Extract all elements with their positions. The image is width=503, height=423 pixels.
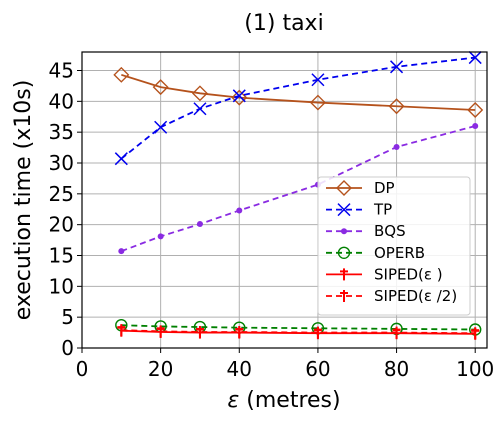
- chart-title: (1) taxi: [244, 11, 323, 36]
- legend-item: OPERB: [326, 244, 425, 262]
- data-point: [341, 228, 347, 235]
- y-axis: 0 5 10 15 20 25 30 35 40 45: [49, 59, 82, 360]
- data-point-stroke: [311, 73, 325, 87]
- data-point: [236, 207, 243, 214]
- data-point-stroke: [232, 89, 246, 103]
- x-tick-label: 0: [76, 357, 89, 381]
- data-point: [117, 324, 126, 337]
- series-line: [121, 324, 476, 331]
- data-point: [471, 327, 480, 340]
- legend-item: BQS: [326, 222, 406, 240]
- legend-item: SIPED(ε /2): [326, 287, 457, 305]
- plot-frame: [81, 51, 488, 349]
- legend-item: DP: [326, 179, 395, 197]
- data-point: [154, 120, 168, 134]
- x-axis: 0 20 40 60 80 100: [76, 348, 494, 381]
- data-point: [156, 325, 165, 338]
- series-line: [121, 73, 476, 111]
- legend-label: SIPED(ε /2): [374, 287, 457, 305]
- y-tick-label: 15: [49, 244, 74, 268]
- data-point: [309, 94, 326, 111]
- x-axis-title: ε (metres): [227, 388, 340, 413]
- data-point: [336, 180, 352, 196]
- data-point: [114, 152, 128, 166]
- data-point: [232, 89, 246, 103]
- data-point-stroke: [337, 203, 351, 217]
- y-tick-label: 45: [49, 59, 74, 83]
- data-point: [113, 66, 130, 83]
- data-point: [195, 325, 204, 338]
- legend-label: BQS: [374, 222, 406, 240]
- data-point: [157, 233, 164, 240]
- y-axis-title: execution time (x10s): [11, 80, 36, 321]
- data-point-stroke: [468, 51, 482, 65]
- legend-label: TP: [373, 201, 392, 219]
- x-tick-label: 80: [384, 357, 409, 381]
- x-axis-symbol: ε: [227, 388, 239, 413]
- data-point: [231, 89, 248, 106]
- y-tick-label: 10: [49, 274, 74, 298]
- series-siped-2: [117, 324, 480, 340]
- data-point: [313, 326, 322, 339]
- data-point: [390, 60, 404, 74]
- data-point: [118, 248, 125, 255]
- legend-item: TP: [326, 201, 392, 219]
- legend-label: OPERB: [374, 244, 425, 262]
- data-point: [472, 123, 479, 129]
- data-point: [340, 268, 348, 281]
- data-point: [392, 326, 401, 339]
- y-tick-label: 0: [61, 336, 74, 360]
- legend-label: SIPED(ε ): [374, 265, 443, 283]
- y-tick-label: 30: [49, 151, 74, 175]
- y-tick-label: 5: [61, 305, 74, 329]
- data-point: [337, 203, 351, 217]
- x-axis-unit: (metres): [239, 388, 340, 413]
- series-layer: [113, 51, 484, 340]
- x-tick-label: 40: [227, 357, 252, 381]
- series-tp: [114, 51, 482, 166]
- data-point: [196, 221, 203, 228]
- data-point: [191, 85, 208, 102]
- data-point: [337, 246, 351, 260]
- data-point: [193, 102, 207, 116]
- data-point: [340, 290, 348, 302]
- legend-label: DP: [374, 179, 395, 197]
- data-point: [152, 79, 169, 96]
- data-point: [393, 143, 400, 150]
- data-point: [388, 98, 405, 115]
- legend-item: SIPED(ε ): [326, 265, 443, 283]
- data-point: [311, 73, 325, 87]
- data-point-stroke: [390, 60, 404, 74]
- data-point: [468, 51, 482, 65]
- data-point-stroke: [154, 120, 168, 134]
- y-tick-label: 35: [49, 120, 74, 144]
- y-tick-label: 40: [49, 89, 74, 113]
- x-tick-label: 100: [456, 357, 494, 381]
- series-dp: [113, 66, 484, 118]
- legend: DP TP BQS OPERB SIPED(ε ) SIPED(ε /2): [317, 176, 471, 316]
- y-tick-label: 25: [49, 182, 74, 206]
- data-point-stroke: [193, 102, 207, 116]
- data-point: [467, 101, 484, 118]
- x-tick-label: 20: [148, 357, 173, 381]
- data-point: [235, 325, 244, 338]
- data-point-stroke: [114, 152, 128, 166]
- legend-box: [317, 176, 471, 316]
- x-tick-label: 60: [305, 357, 330, 381]
- y-tick-label: 20: [49, 213, 74, 237]
